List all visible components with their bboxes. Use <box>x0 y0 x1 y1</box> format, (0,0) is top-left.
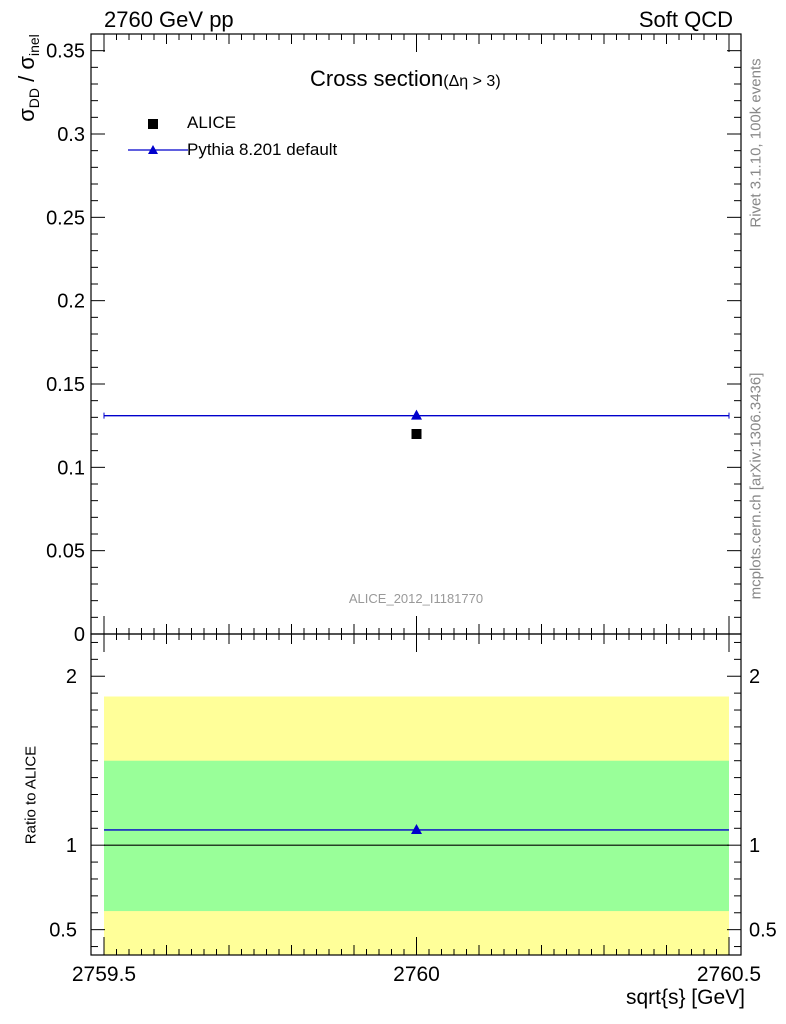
ratio-y-tick-label: 0.5 <box>49 920 77 942</box>
legend: ALICE Pythia 8.201 default <box>120 112 420 172</box>
mcplots-info-label: mcplots.cern.ch [arXiv:1306.3436] <box>747 372 765 600</box>
chart-title-main: Cross section <box>310 66 444 91</box>
ylabel-sigma: σ <box>13 108 39 122</box>
top-y-tick-label: 0.35 <box>46 41 85 63</box>
chart-title-sub: (Δη > 3) <box>443 73 501 90</box>
top-y-tick-label: 0.05 <box>46 541 85 563</box>
data-marks <box>103 409 730 846</box>
header-right-label: Soft QCD <box>638 7 733 32</box>
ratio-y-tick-label-right: 0.5 <box>749 920 777 942</box>
rivet-info-label: Rivet 3.1.10, 100k events <box>747 58 765 228</box>
ratio-y-tick-label-right: 2 <box>749 666 760 688</box>
legend-label-pythia: Pythia 8.201 default <box>187 140 338 159</box>
top-y-tick-label: 0.2 <box>57 291 85 313</box>
x-tick-label: 2760.5 <box>697 963 761 986</box>
ratio-pythia-triangle-point <box>411 823 422 834</box>
legend-item-alice: ALICE <box>120 112 420 136</box>
x-axis-label: sqrt{s} [GeV] <box>625 986 745 1009</box>
ratio-y-axis-label: Ratio to ALICE <box>22 745 40 845</box>
ratio-y-tick-label-right: 1 <box>749 835 760 857</box>
legend-label-alice: ALICE <box>187 113 237 132</box>
ratio-bands <box>104 696 729 955</box>
axis-ticks: 0 0.05 0.1 0.15 0.2 0.25 0.3 0.35 2759.5 2760 2760… <box>46 33 777 986</box>
chart-title: Cross section(Δη > 3) <box>310 66 501 92</box>
x-tick-label: 2759.5 <box>72 963 136 986</box>
ylabel-num-sub: DD <box>26 87 43 109</box>
x-tick-label: 2760 <box>393 963 440 986</box>
top-y-tick-label: 0.3 <box>57 124 85 146</box>
ylabel-den-sub: inel <box>26 34 43 57</box>
top-y-axis-label: σDD / σinel <box>14 34 42 122</box>
header-left-label: 2760 GeV pp <box>104 7 234 32</box>
top-y-tick-label: 0 <box>74 624 85 646</box>
ratio-y-tick-label: 2 <box>66 666 77 688</box>
pythia-triangle-point <box>411 409 422 420</box>
ratio-y-tick-label: 1 <box>66 835 77 857</box>
top-y-tick-label: 0.15 <box>46 374 85 396</box>
top-y-tick-label: 0.25 <box>46 207 85 229</box>
legend-triangle-marker-icon <box>128 145 188 154</box>
legend-square-marker-icon <box>148 119 158 129</box>
ylabel-slash: / σ <box>13 56 39 88</box>
legend-item-pythia: Pythia 8.201 default <box>120 138 420 162</box>
alice-square-point <box>411 429 422 439</box>
analysis-id-label: ALICE_2012_I1181770 <box>348 591 484 606</box>
ratio-band-inner <box>104 760 729 912</box>
top-y-tick-label: 0.1 <box>57 457 85 479</box>
